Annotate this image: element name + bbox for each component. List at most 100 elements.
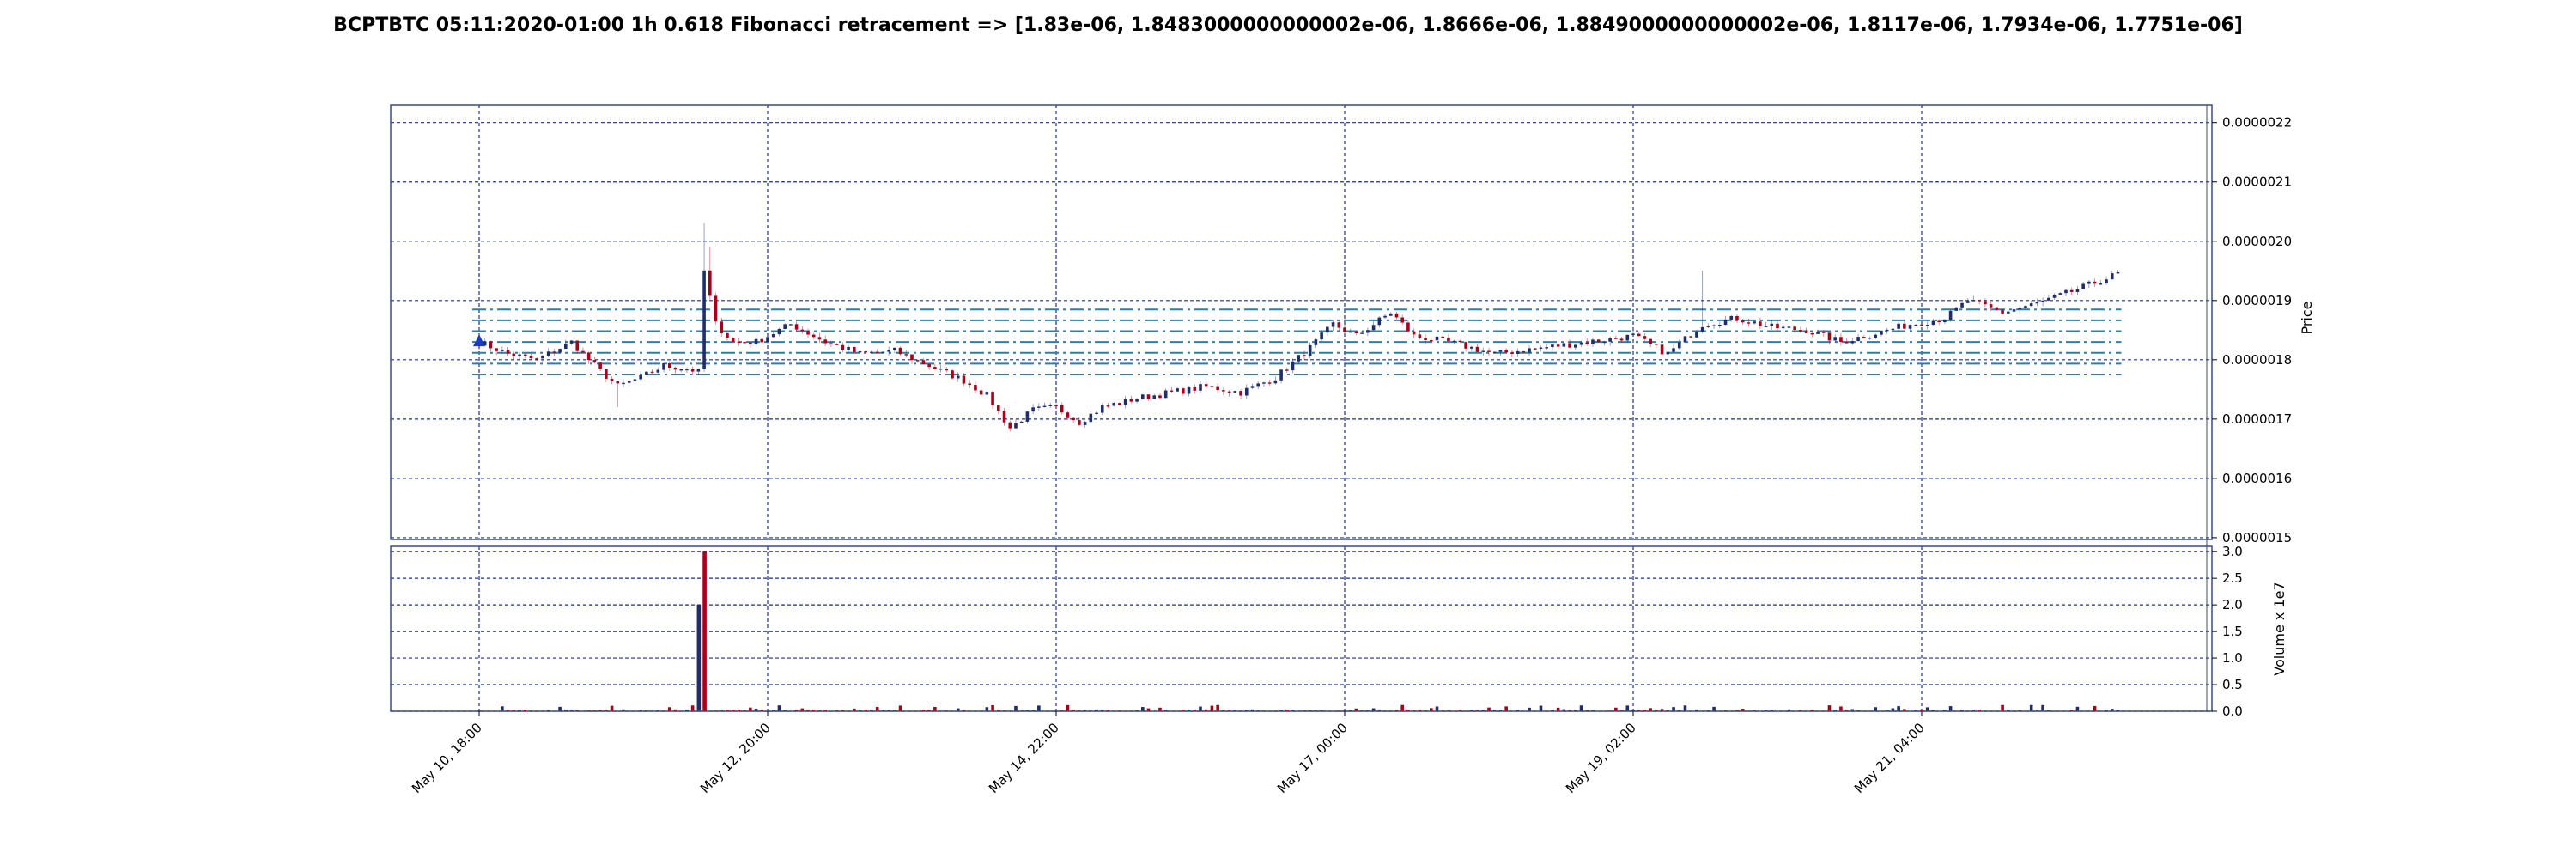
candle-body (1066, 412, 1070, 418)
candle-body (2110, 273, 2114, 280)
x-tick-label: May 12, 20:00 (697, 720, 774, 796)
candle-body (2105, 279, 2108, 283)
candle-body (1706, 326, 1710, 327)
candle-body (1666, 351, 1670, 355)
volume-bar (605, 710, 608, 711)
candle-body (1204, 384, 1208, 387)
candle-body (2064, 289, 2068, 294)
candle-body (2052, 295, 2057, 298)
volume-bar (1210, 705, 1214, 711)
volume-bar (1614, 707, 1618, 711)
volume-bar (1291, 710, 1295, 711)
candle-body (1025, 411, 1030, 422)
candle-body (1152, 395, 1157, 399)
volume-bar (1844, 710, 1849, 711)
candle-body (2087, 281, 2091, 284)
candle-body (1227, 391, 1231, 393)
volume-bar (864, 710, 868, 711)
candle-body (1897, 323, 1900, 329)
candle-body (512, 353, 516, 356)
candle-body (1141, 394, 1145, 399)
volume-bar (622, 709, 625, 711)
candle-body (1487, 350, 1491, 352)
candle-body (1285, 369, 1289, 371)
fibonacci-levels (472, 308, 2122, 376)
volume-bar (564, 710, 568, 711)
candle-body (1880, 330, 1883, 335)
candle-body (1729, 315, 1734, 320)
candle-body (714, 295, 718, 322)
volume-bar (1943, 710, 1947, 711)
volume-tick-label: 0.0 (2222, 704, 2243, 719)
volume-bar (875, 706, 879, 711)
candle-body (1914, 324, 1918, 326)
candle-body (1579, 342, 1583, 345)
volume-grid (391, 546, 2212, 712)
candle-body (495, 348, 498, 351)
candle-body (662, 362, 665, 370)
candle-body (1574, 344, 1577, 348)
candle-body (1759, 321, 1762, 326)
candle-body (2093, 281, 2097, 284)
candle-body (910, 354, 914, 361)
volume-bar (1187, 709, 1191, 711)
price-tick-label: 0.0000022 (2222, 115, 2292, 131)
candle-body (1060, 405, 1064, 413)
candle-body (1394, 313, 1399, 318)
candle-body (1631, 333, 1635, 335)
candle-body (1002, 411, 1006, 423)
candle-body (1118, 403, 1121, 405)
candle-body (1182, 388, 1185, 394)
volume-bar (1285, 710, 1289, 711)
candle-body (1689, 336, 1692, 338)
candle-body (2012, 309, 2016, 312)
candle-body (592, 360, 597, 363)
candle-body (1470, 346, 1473, 349)
volume-bar (1925, 707, 1929, 711)
volume-bar (1978, 710, 1981, 711)
volume-bar (1504, 706, 1508, 711)
candle-body (564, 343, 568, 350)
candle-body (1874, 334, 1878, 338)
candle-body (489, 341, 493, 349)
entry-marker-layer (473, 334, 485, 347)
volume-bar (1903, 709, 1906, 711)
candle-body (847, 346, 850, 350)
price-tick-label: 0.0000017 (2222, 411, 2292, 427)
candle-body (1031, 407, 1035, 412)
volume-bar (569, 709, 574, 711)
volume-bar (771, 710, 775, 711)
volume-bar (1920, 709, 1923, 711)
volume-bar (991, 704, 994, 711)
candle-body (552, 351, 556, 353)
volume-bar (731, 710, 735, 711)
candle-body (1943, 320, 1947, 323)
candle-body (1089, 413, 1093, 423)
volume-bar (2116, 710, 2120, 711)
candle-body (1400, 317, 1404, 323)
candle-body (1458, 340, 1462, 343)
volume-bar (1141, 707, 1145, 711)
candle-body (1452, 340, 1456, 343)
candle-body (2058, 293, 2063, 295)
candle-body (720, 321, 724, 333)
volume-bar (1660, 709, 1664, 711)
candle-body (794, 324, 799, 330)
candle-body (1383, 315, 1387, 318)
volume-bar (1948, 706, 1953, 711)
candle-body (1042, 405, 1047, 407)
volume-bar (1712, 706, 1716, 711)
candle-body (1528, 348, 1531, 353)
candle-body (749, 342, 752, 344)
candle-body (1170, 390, 1174, 392)
volume-bar (2035, 710, 2039, 711)
volume-bar (1435, 706, 1439, 711)
candle-body (1504, 350, 1508, 353)
candle-body (2001, 309, 2004, 314)
candle-body (1129, 398, 1133, 402)
candle-body (1925, 325, 1929, 326)
candle-body (2099, 283, 2103, 285)
candle-body (1430, 340, 1433, 342)
chart-title: BCPTBTC 05:11:2020-01:00 1h 0.618 Fibona… (333, 15, 2243, 36)
candle-body (1320, 332, 1323, 340)
